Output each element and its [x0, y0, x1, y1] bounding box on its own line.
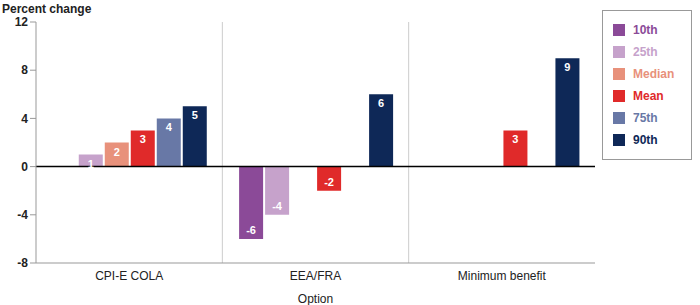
- svg-text:0: 0: [21, 160, 28, 174]
- svg-text:EEA/FRA: EEA/FRA: [290, 269, 341, 283]
- svg-text:1: 1: [88, 158, 94, 170]
- svg-text:6: 6: [378, 97, 384, 109]
- svg-text:9: 9: [564, 61, 570, 73]
- html-text:Percent change: Percent change: [2, 2, 92, 16]
- svg-text:Option: Option: [298, 292, 333, 305]
- html-text:10th: 10th: [633, 23, 658, 37]
- svg-text:3: 3: [140, 133, 146, 145]
- html-text:25th: 25th: [633, 45, 658, 59]
- svg-text:CPI-E COLA: CPI-E COLA: [95, 269, 163, 283]
- svg-text:12: 12: [15, 15, 29, 29]
- html-text:75th: 75th: [633, 111, 658, 125]
- svg-text:Minimum benefit: Minimum benefit: [458, 269, 547, 283]
- svg-text:-2: -2: [324, 176, 334, 188]
- svg-text:-6: -6: [246, 224, 256, 236]
- svg-text:-4: -4: [17, 208, 28, 222]
- svg-text:4: 4: [166, 121, 173, 133]
- svg-text:-8: -8: [17, 256, 28, 270]
- svg-text:4: 4: [21, 112, 28, 126]
- html-text:Median: Median: [633, 67, 675, 81]
- svg-text:8: 8: [21, 63, 28, 77]
- svg-text:3: 3: [512, 133, 518, 145]
- svg-text:2: 2: [114, 146, 120, 158]
- svg-text:5: 5: [192, 109, 198, 121]
- svg-text:-4: -4: [272, 200, 283, 212]
- html-text:Mean: Mean: [633, 89, 664, 103]
- html-text:90th: 90th: [633, 133, 658, 147]
